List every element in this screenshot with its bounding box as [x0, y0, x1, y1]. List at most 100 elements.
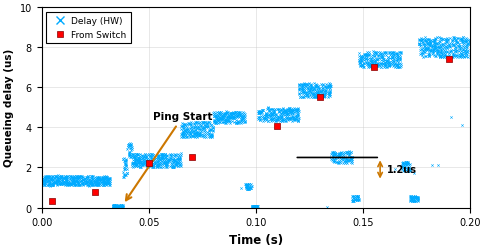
Point	[198, 126, 206, 130]
Point	[430, 44, 438, 48]
Point	[461, 54, 469, 58]
Point	[75, 180, 82, 184]
Point	[155, 162, 163, 166]
Point	[401, 161, 408, 165]
Point	[278, 113, 286, 117]
Point	[449, 44, 457, 48]
Point	[382, 60, 390, 64]
Point	[362, 57, 369, 61]
Point	[70, 178, 78, 182]
Point	[407, 198, 415, 202]
Point	[295, 82, 302, 86]
Point	[392, 54, 400, 58]
Point	[99, 176, 106, 180]
Point	[232, 119, 240, 123]
Point	[320, 86, 328, 90]
Point	[112, 205, 120, 209]
Point	[462, 46, 469, 50]
Point	[461, 52, 469, 56]
Point	[157, 157, 165, 161]
Point	[353, 198, 361, 202]
Point	[390, 63, 397, 67]
Point	[171, 158, 179, 162]
Point	[284, 112, 291, 116]
Point	[434, 44, 441, 48]
Point	[441, 39, 449, 43]
Point	[148, 166, 156, 170]
Point	[370, 57, 378, 61]
Point	[229, 112, 237, 116]
Point	[131, 161, 139, 165]
Point	[234, 119, 242, 123]
Point	[285, 108, 292, 112]
Point	[121, 162, 128, 166]
Point	[292, 115, 300, 119]
Point	[451, 54, 459, 58]
Point	[409, 198, 417, 202]
Point	[442, 55, 450, 59]
Point	[164, 158, 172, 162]
Point	[234, 112, 242, 116]
Point	[233, 110, 241, 114]
Point	[93, 181, 101, 185]
Point	[196, 122, 203, 126]
Point	[250, 204, 258, 208]
Point	[457, 55, 465, 59]
Point	[436, 46, 444, 50]
Point	[139, 154, 147, 158]
Point	[72, 179, 80, 183]
Point	[237, 119, 244, 123]
Point	[90, 182, 97, 186]
Point	[416, 43, 424, 47]
Point	[179, 132, 187, 136]
Point	[143, 164, 151, 168]
Point	[217, 116, 225, 120]
Point	[381, 51, 389, 55]
Point	[392, 66, 400, 70]
Point	[362, 58, 370, 62]
Point	[187, 129, 195, 133]
Point	[371, 64, 379, 68]
Point	[443, 55, 451, 59]
Point	[430, 38, 438, 42]
Point	[306, 88, 314, 92]
Point	[210, 120, 217, 124]
Point	[362, 58, 369, 62]
Point	[200, 135, 208, 139]
Point	[69, 176, 76, 180]
Point	[311, 94, 319, 98]
Point	[433, 50, 441, 54]
Point	[54, 184, 61, 188]
Point	[173, 156, 181, 160]
Point	[416, 39, 424, 43]
Point	[355, 64, 363, 68]
Point	[340, 150, 348, 154]
Point	[404, 162, 411, 166]
Point	[308, 86, 316, 90]
Point	[277, 112, 285, 116]
Point	[210, 115, 217, 119]
Point	[97, 177, 105, 181]
Point	[344, 150, 351, 154]
Point	[95, 176, 103, 180]
Point	[221, 110, 229, 114]
Point	[436, 46, 443, 50]
Point	[85, 182, 92, 186]
Point	[252, 204, 259, 208]
Point	[453, 49, 460, 53]
Point	[367, 66, 375, 70]
Point	[207, 134, 214, 138]
Point	[420, 49, 428, 53]
Point	[48, 199, 56, 203]
Point	[158, 162, 166, 166]
Point	[182, 132, 190, 136]
Point	[450, 48, 458, 52]
Point	[432, 47, 439, 51]
Point	[455, 38, 463, 42]
Point	[383, 61, 391, 65]
Point	[45, 179, 52, 183]
Point	[418, 47, 425, 51]
Point	[280, 117, 288, 121]
Point	[115, 205, 122, 209]
Point	[102, 175, 109, 179]
